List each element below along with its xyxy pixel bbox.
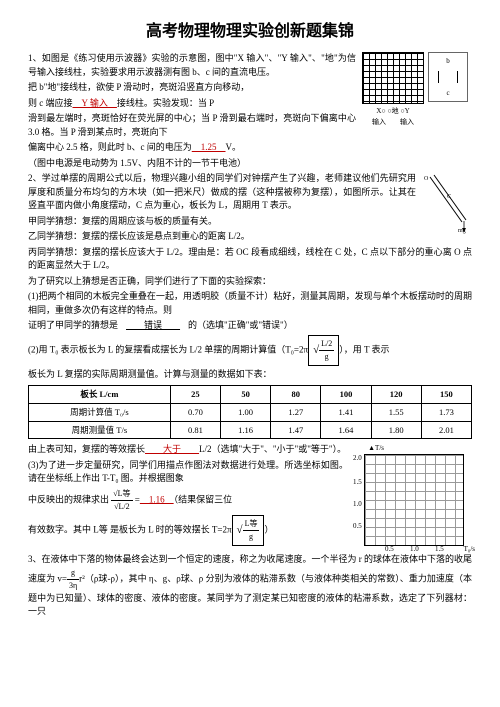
- table-row: 周期测量值 T/s0.811.161.471.641.802.01: [29, 421, 472, 439]
- paragraph-1e: 偏离中心 2.5 格，则此时 b、c 间的电压为 1.25 V。: [28, 141, 472, 155]
- paragraph-2b: 甲同学猜想：复摆的周期应该与板的质量有关。: [28, 215, 472, 229]
- page-title: 高考物理物理实验创新题集锦: [28, 20, 472, 44]
- paragraph-2c: 乙同学猜想：复摆的摆长应该是悬点到重心的距离 L/2。: [28, 230, 472, 244]
- data-table: 板长 L/cm255080100120150 周期计算值 T₀/s0.701.0…: [28, 385, 472, 439]
- figure-1: X○ ○地 ○Y输入 输入 b c: [362, 52, 472, 128]
- oscilloscope-grid: [362, 52, 424, 104]
- paragraph-3a: (2)用 T₀ 表示板长为 L 的复摆看成摆长为 L/2 单摆的周期计算值（T₀…: [28, 335, 472, 366]
- blank-wrong: 错误: [118, 320, 188, 330]
- answer-y-input: Y 输入: [73, 98, 117, 108]
- paragraph-3b: 板长为 L 复摆的实际周期测量值。计算与测量的数据如下表：: [28, 368, 472, 382]
- paragraph-2a: 2、学过单摆的周期公式以后，物理兴趣小组的同学们对钟摆产生了兴趣，老师建议他们先…: [28, 172, 472, 213]
- table-row: 周期计算值 T₀/s0.701.001.271.411.551.73: [29, 403, 472, 421]
- circuit-box: b c: [428, 52, 468, 102]
- chart-figure: ▲T/s 2.0 1.5 1.0 0.5 0.5 1.0 1.5 T₀/s: [352, 443, 472, 553]
- formula-t0: √L/2g: [308, 335, 339, 366]
- input-terminals: X○ ○地 ○Y输入 输入: [362, 104, 424, 128]
- figure-pendulum: O C mg: [422, 172, 472, 234]
- paragraph-2d: 丙同学猜想：复摆的摆长应该大于 L/2。理由是：若 OC 段看成细线，线栓在 C…: [28, 246, 472, 273]
- paragraph-2g: 证明了甲同学的猜想是 错误 的（选填"正确"或"错误"）: [28, 319, 472, 333]
- paragraph-8: 3、在液体中下落的物体最终会达到一个恒定的速度，称之为收尾速度。一个半径为 r …: [28, 553, 472, 619]
- answer-greater: 大于: [145, 444, 199, 454]
- answer-ratio: 1.16: [140, 494, 174, 504]
- answer-voltage: 1.25: [192, 142, 226, 152]
- table-header-row: 板长 L/cm255080100120150: [29, 386, 472, 404]
- formula-ratio: √L等√L/2: [111, 488, 132, 513]
- paragraph-1f: （图中电源是电动势为 1.5V、内阻不计的一节干电池）: [28, 157, 472, 171]
- svg-text:O: O: [424, 176, 429, 182]
- chart-grid: 2.0 1.5 1.0 0.5 0.5 1.0 1.5 T₀/s: [364, 454, 464, 546]
- paragraph-2f: (1)把两个相同的木板完全重叠在一起，用透明胶（质量不计）粘好，测量其周期，发现…: [28, 290, 472, 317]
- paragraph-2e: 为了研究以上猜想是否正确，同学们进行了下面的实验探索：: [28, 275, 472, 289]
- formula-velocity: g3η: [67, 567, 79, 592]
- formula-teq: √L等g: [232, 515, 265, 546]
- svg-text:C: C: [447, 194, 451, 200]
